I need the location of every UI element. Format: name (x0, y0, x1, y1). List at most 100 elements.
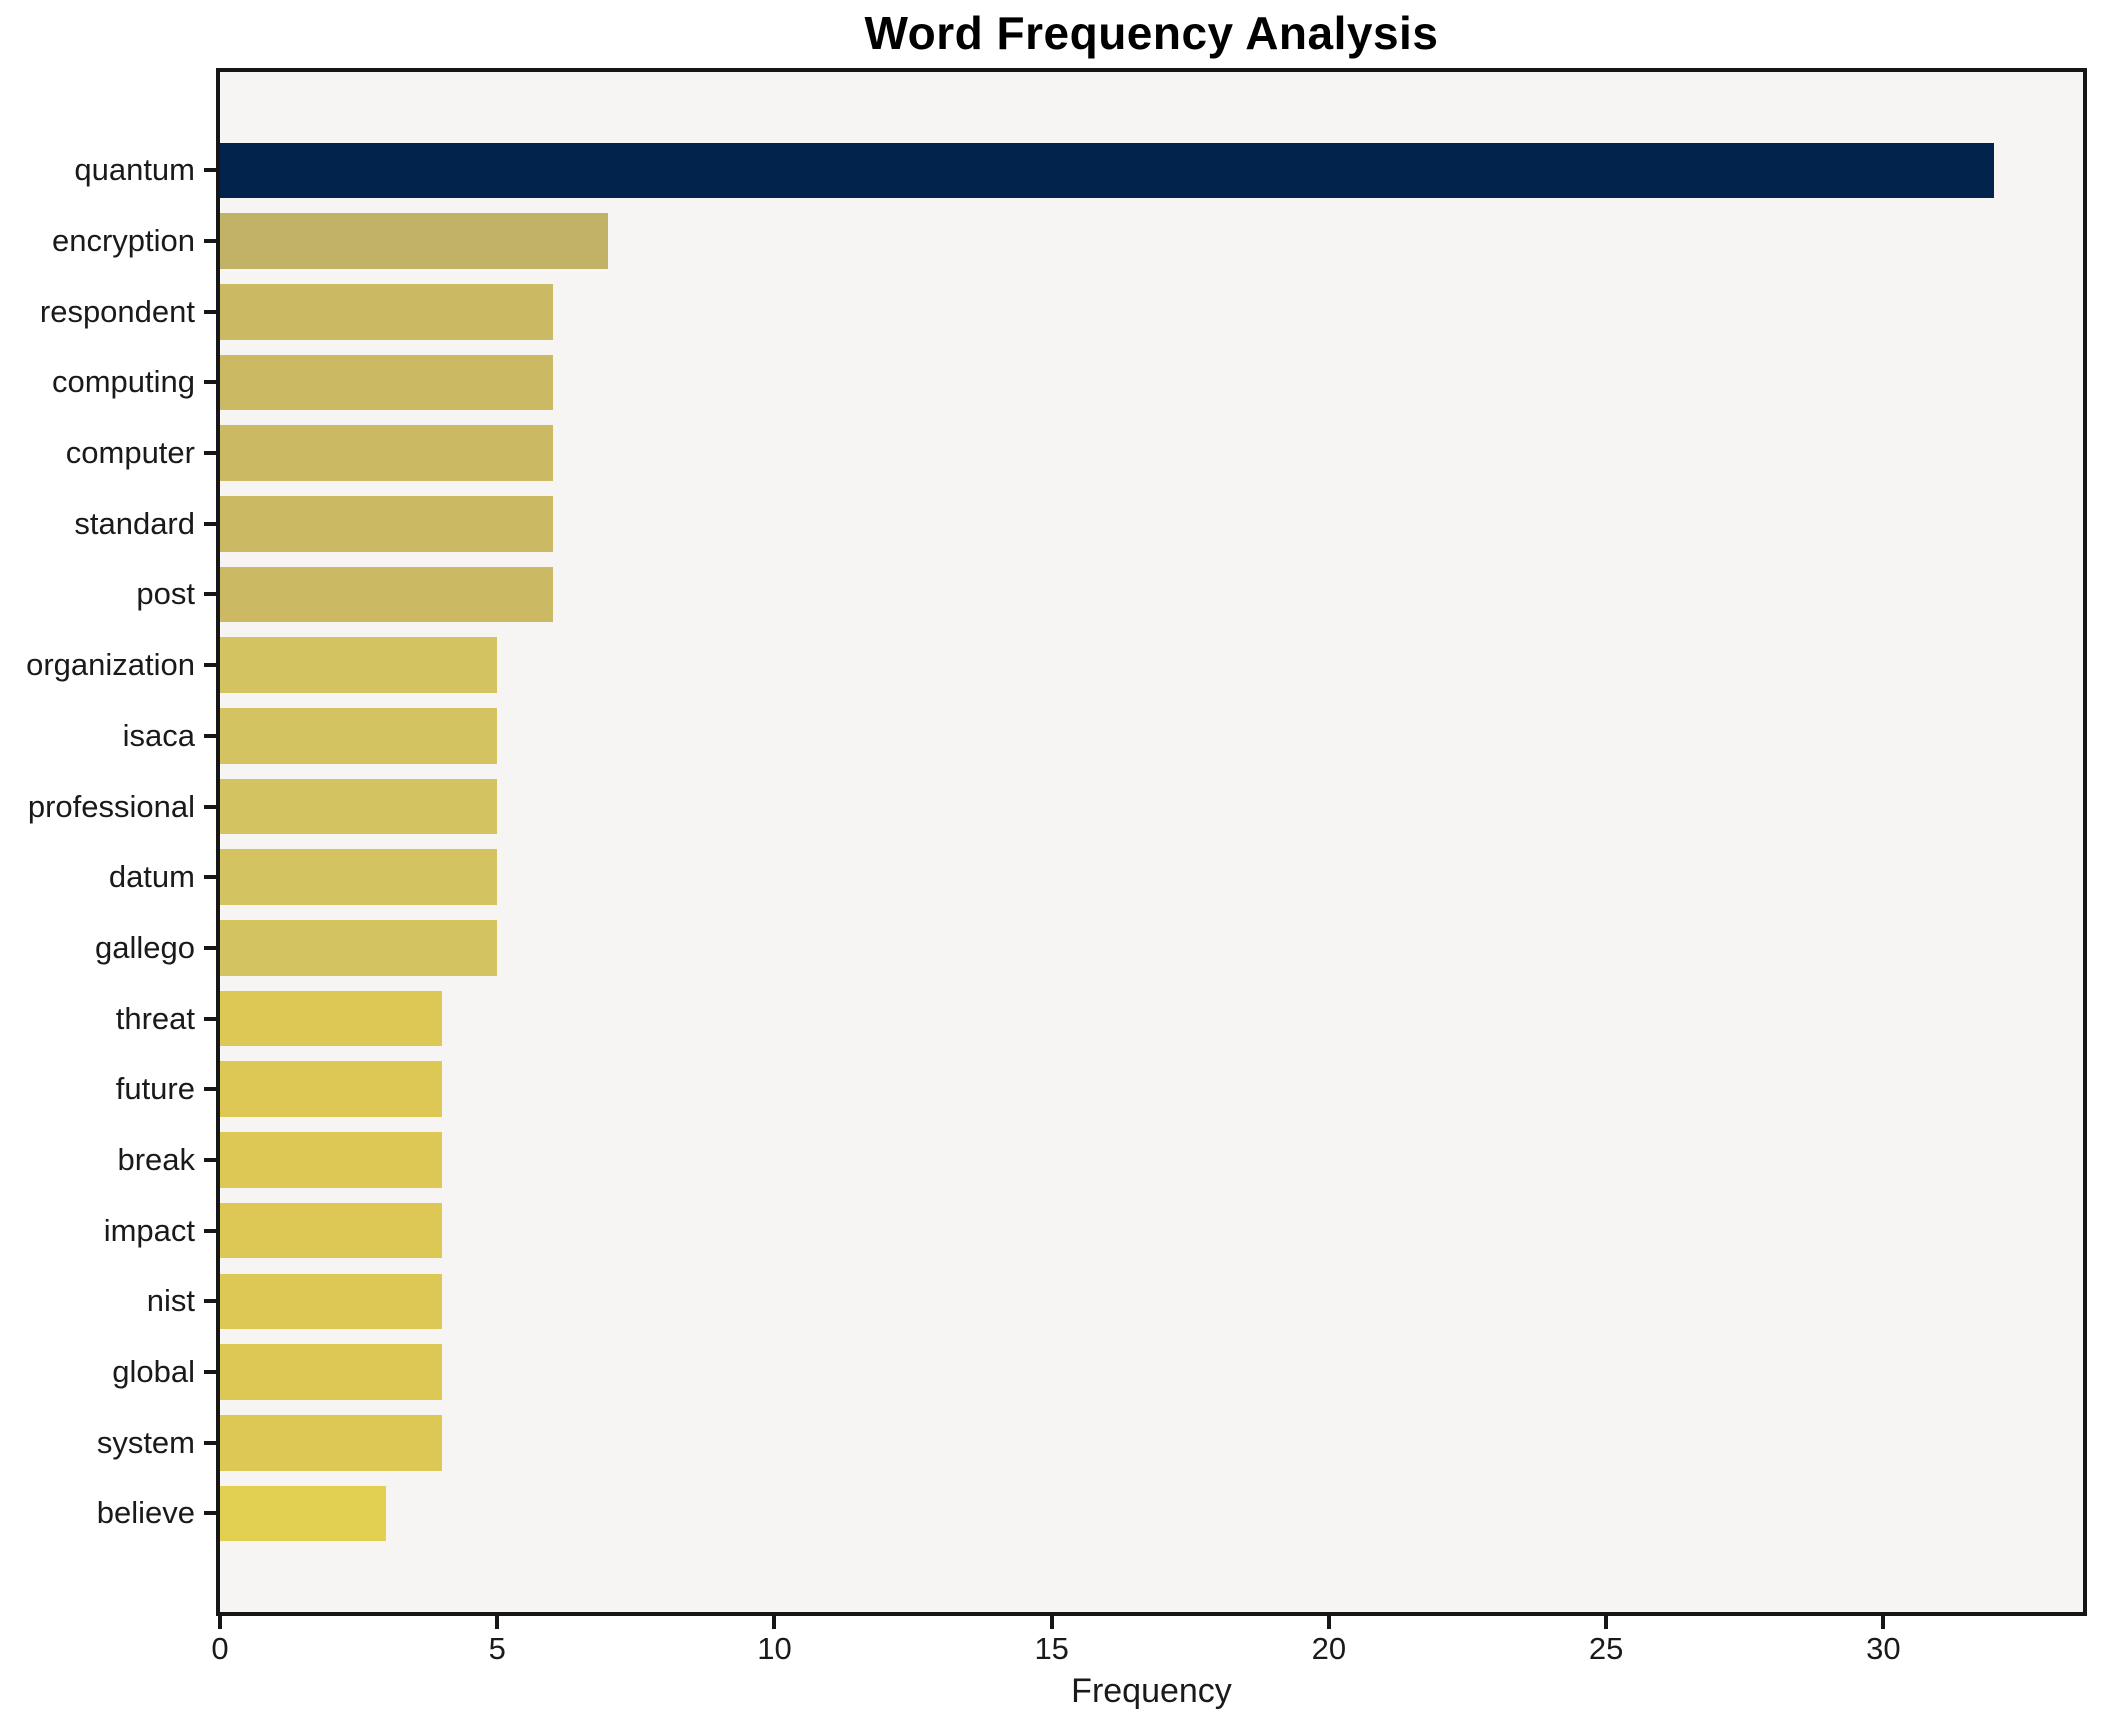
bar-row (220, 347, 2083, 418)
x-tick-label-10: 10 (757, 1631, 792, 1666)
y-label: quantum (74, 152, 195, 188)
bar-row (220, 1195, 2083, 1266)
bar-row (220, 1337, 2083, 1408)
bar-isaca (220, 708, 498, 764)
bar-gallego (220, 920, 498, 976)
y-label: respondent (39, 293, 195, 329)
bar-global (220, 1344, 442, 1400)
y-label-row-isaca: isaca (0, 701, 216, 772)
bar-row (220, 1054, 2083, 1125)
y-label-row-gallego: gallego (0, 913, 216, 984)
y-tick-mark (204, 875, 216, 880)
y-label-row-post: post (0, 559, 216, 630)
y-label: computer (65, 435, 195, 471)
x-axis-tick-labels: 0 5 10 15 20 25 30 (211, 1631, 2083, 1671)
x-tick-label-15: 15 (1034, 1631, 1069, 1666)
x-tick-label-30: 30 (1866, 1631, 1901, 1666)
x-axis-ticks (218, 1616, 2083, 1629)
x-tick-mark-10 (772, 1616, 777, 1629)
bar-nist (220, 1273, 442, 1330)
bars (220, 72, 2083, 1612)
bar-row (220, 842, 2083, 913)
y-tick-mark (204, 592, 216, 597)
y-tick-mark (204, 804, 216, 809)
y-label: nist (146, 1283, 195, 1319)
x-tick-mark-25 (1604, 1616, 1609, 1629)
y-tick-mark (204, 663, 216, 668)
y-tick-mark (204, 239, 216, 244)
x-tick-label-25: 25 (1588, 1631, 1624, 1666)
bar-impact (220, 1202, 442, 1259)
y-label-row-organization: organization (0, 630, 216, 701)
y-label-row-believe: believe (0, 1478, 216, 1549)
y-label: computing (51, 364, 195, 400)
bar-respondent (220, 283, 553, 340)
bar-row (220, 418, 2083, 489)
x-tick-label-5: 5 (488, 1631, 506, 1666)
y-tick-mark (204, 168, 216, 173)
y-tick-mark (204, 521, 216, 526)
y-label: professional (27, 788, 195, 824)
x-axis-title: Frequency (1071, 1672, 1232, 1710)
bar-post (220, 566, 553, 623)
y-label: organization (26, 647, 195, 683)
y-label-row-break: break (0, 1125, 216, 1196)
y-label: break (117, 1141, 195, 1177)
x-tick-mark-15 (1049, 1616, 1054, 1629)
y-tick-mark (204, 1087, 216, 1092)
x-tick-label-20: 20 (1311, 1631, 1347, 1666)
bar-row (220, 206, 2083, 277)
y-label-row-respondent: respondent (0, 276, 216, 347)
bar-row (220, 1125, 2083, 1196)
y-label: standard (74, 505, 195, 541)
y-label-row-quantum: quantum (0, 135, 216, 206)
y-label-row-datum: datum (0, 842, 216, 913)
y-label-row-system: system (0, 1407, 216, 1478)
bar-row (220, 1266, 2083, 1337)
bar-row (220, 559, 2083, 630)
bar-quantum (220, 142, 1995, 199)
bar-standard (220, 495, 553, 552)
y-label: impact (103, 1212, 195, 1248)
bar-row (220, 488, 2083, 559)
y-label: future (115, 1071, 195, 1107)
y-tick-mark (204, 1157, 216, 1162)
x-tick-mark-0 (218, 1616, 222, 1629)
y-label: global (112, 1354, 195, 1390)
x-tick-mark-30 (1881, 1616, 1886, 1629)
y-label-row-global: global (0, 1337, 216, 1408)
y-tick-mark (204, 733, 216, 738)
bar-threat (220, 990, 442, 1047)
bar-row (220, 771, 2083, 842)
x-tick-label-0: 0 (211, 1631, 229, 1666)
bar-organization (220, 637, 498, 693)
bar-break (220, 1132, 442, 1188)
bar-row (220, 913, 2083, 984)
bar-future (220, 1061, 442, 1118)
bar-row (220, 630, 2083, 701)
y-label-row-computer: computer (0, 418, 216, 489)
y-label-row-threat: threat (0, 983, 216, 1054)
y-tick-mark (204, 1228, 216, 1233)
bar-row (220, 276, 2083, 347)
y-tick-mark (204, 1370, 216, 1375)
y-tick-mark (204, 380, 216, 385)
bar-encryption (220, 213, 609, 269)
y-tick-mark (204, 945, 216, 950)
y-label-row-professional: professional (0, 771, 216, 842)
y-tick-mark (204, 1299, 216, 1304)
y-label: isaca (122, 717, 195, 753)
y-label-row-future: future (0, 1054, 216, 1125)
y-label: encryption (51, 223, 195, 259)
y-label-row-nist: nist (0, 1266, 216, 1337)
bar-row (220, 135, 2083, 206)
x-tick-mark-5 (495, 1616, 500, 1629)
bar-computing (220, 354, 553, 411)
y-label-row-encryption: encryption (0, 206, 216, 277)
y-label-row-standard: standard (0, 488, 216, 559)
plot-area (216, 68, 2087, 1616)
y-tick-mark (204, 309, 216, 314)
bar-believe (220, 1485, 387, 1542)
bar-computer (220, 425, 553, 481)
bar-row (220, 983, 2083, 1054)
